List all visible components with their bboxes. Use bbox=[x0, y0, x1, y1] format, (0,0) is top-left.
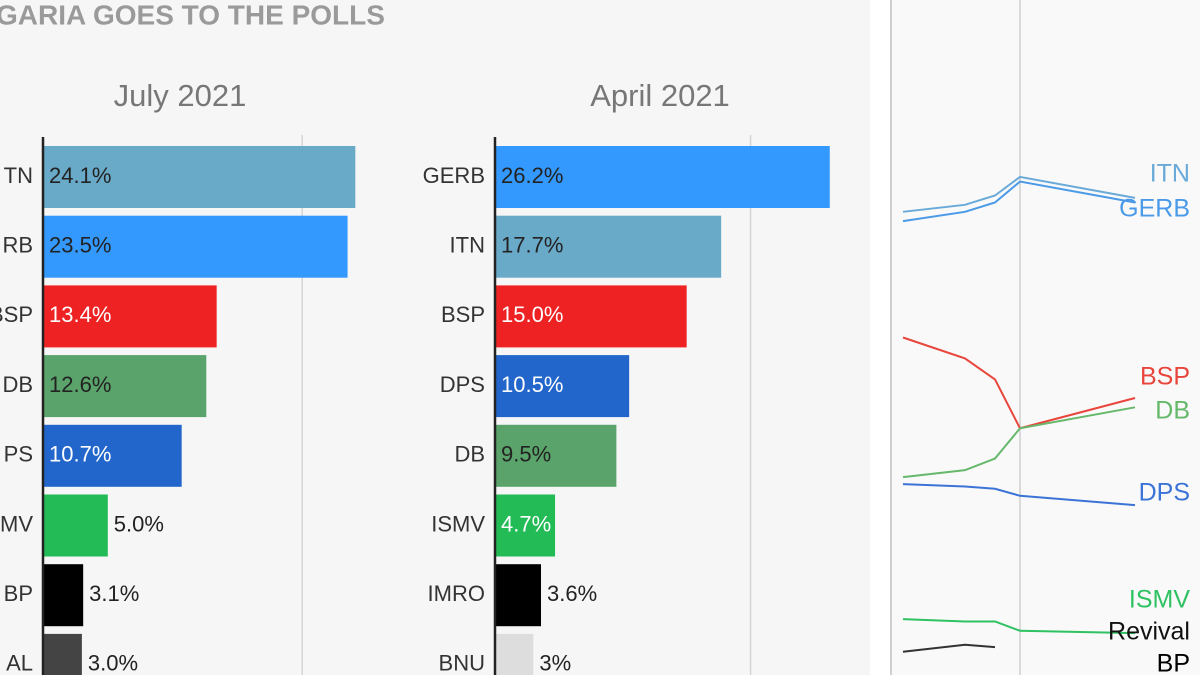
legend-label: Revival bbox=[1108, 618, 1190, 646]
category-label: DB bbox=[454, 442, 485, 467]
value-label: 4.7% bbox=[501, 511, 551, 536]
legend-label: BP bbox=[1157, 650, 1190, 675]
bar bbox=[495, 285, 687, 348]
bar bbox=[43, 494, 108, 557]
trend-line bbox=[902, 336, 1136, 430]
value-label: 10.7% bbox=[49, 442, 111, 467]
category-label: DPS bbox=[440, 372, 485, 397]
value-label: 26.2% bbox=[501, 163, 563, 188]
bar bbox=[43, 564, 84, 627]
value-label: 3.0% bbox=[88, 651, 138, 675]
bar bbox=[495, 633, 534, 675]
category-label: SMV bbox=[0, 511, 33, 536]
chart-title: April 2021 bbox=[590, 78, 730, 113]
bar bbox=[495, 424, 617, 487]
chart-title: July 2021 bbox=[114, 78, 247, 113]
bar bbox=[43, 285, 217, 348]
category-label: ITN bbox=[450, 233, 485, 258]
trend-line bbox=[902, 180, 1136, 223]
trend-line bbox=[902, 643, 996, 653]
value-label: 13.4% bbox=[49, 302, 111, 327]
value-label: 3% bbox=[539, 651, 571, 675]
trend-line bbox=[902, 483, 1136, 507]
bar bbox=[495, 146, 830, 208]
category-label: DB bbox=[2, 372, 33, 397]
bar bbox=[43, 215, 348, 278]
category-label: AL bbox=[6, 651, 33, 675]
legend-label: ISMV bbox=[1129, 586, 1190, 614]
bar bbox=[495, 564, 541, 627]
panel-gap bbox=[870, 0, 890, 675]
category-label: BSP bbox=[441, 302, 485, 327]
category-label: BNU bbox=[439, 651, 485, 675]
legend-label: DB bbox=[1155, 397, 1190, 425]
value-label: 12.6% bbox=[49, 372, 111, 397]
legend-label: GERB bbox=[1119, 195, 1190, 223]
category-label: ISMV bbox=[431, 511, 485, 536]
category-label: PS bbox=[4, 442, 33, 467]
bar bbox=[43, 633, 82, 675]
trend-panel bbox=[890, 0, 1200, 675]
trend-line bbox=[902, 175, 1136, 213]
category-label: BP bbox=[4, 581, 33, 606]
category-label: GERB bbox=[423, 163, 485, 188]
page-title: GARIA GOES TO THE POLLS bbox=[0, 0, 385, 30]
value-label: 23.5% bbox=[49, 233, 111, 258]
bar bbox=[495, 215, 722, 278]
bar bbox=[495, 355, 630, 418]
value-label: 15.0% bbox=[501, 302, 563, 327]
category-label: BSP bbox=[0, 302, 33, 327]
bar bbox=[495, 494, 556, 557]
bar bbox=[43, 146, 356, 208]
trend-line bbox=[902, 406, 1136, 479]
trend-line bbox=[902, 618, 1136, 635]
category-label: IMRO bbox=[428, 581, 485, 606]
value-label: 3.1% bbox=[89, 581, 139, 606]
bar bbox=[43, 355, 207, 418]
bar bbox=[43, 424, 182, 487]
category-label: RB bbox=[2, 233, 33, 258]
legend-label: DPS bbox=[1139, 479, 1190, 507]
value-label: 17.7% bbox=[501, 233, 563, 258]
legend-label: BSP bbox=[1140, 363, 1190, 391]
value-label: 9.5% bbox=[501, 442, 551, 467]
value-label: 5.0% bbox=[114, 511, 164, 536]
value-label: 24.1% bbox=[49, 163, 111, 188]
value-label: 10.5% bbox=[501, 372, 563, 397]
value-label: 3.6% bbox=[547, 581, 597, 606]
category-label: TN bbox=[4, 163, 33, 188]
legend-label: ITN bbox=[1150, 160, 1190, 188]
